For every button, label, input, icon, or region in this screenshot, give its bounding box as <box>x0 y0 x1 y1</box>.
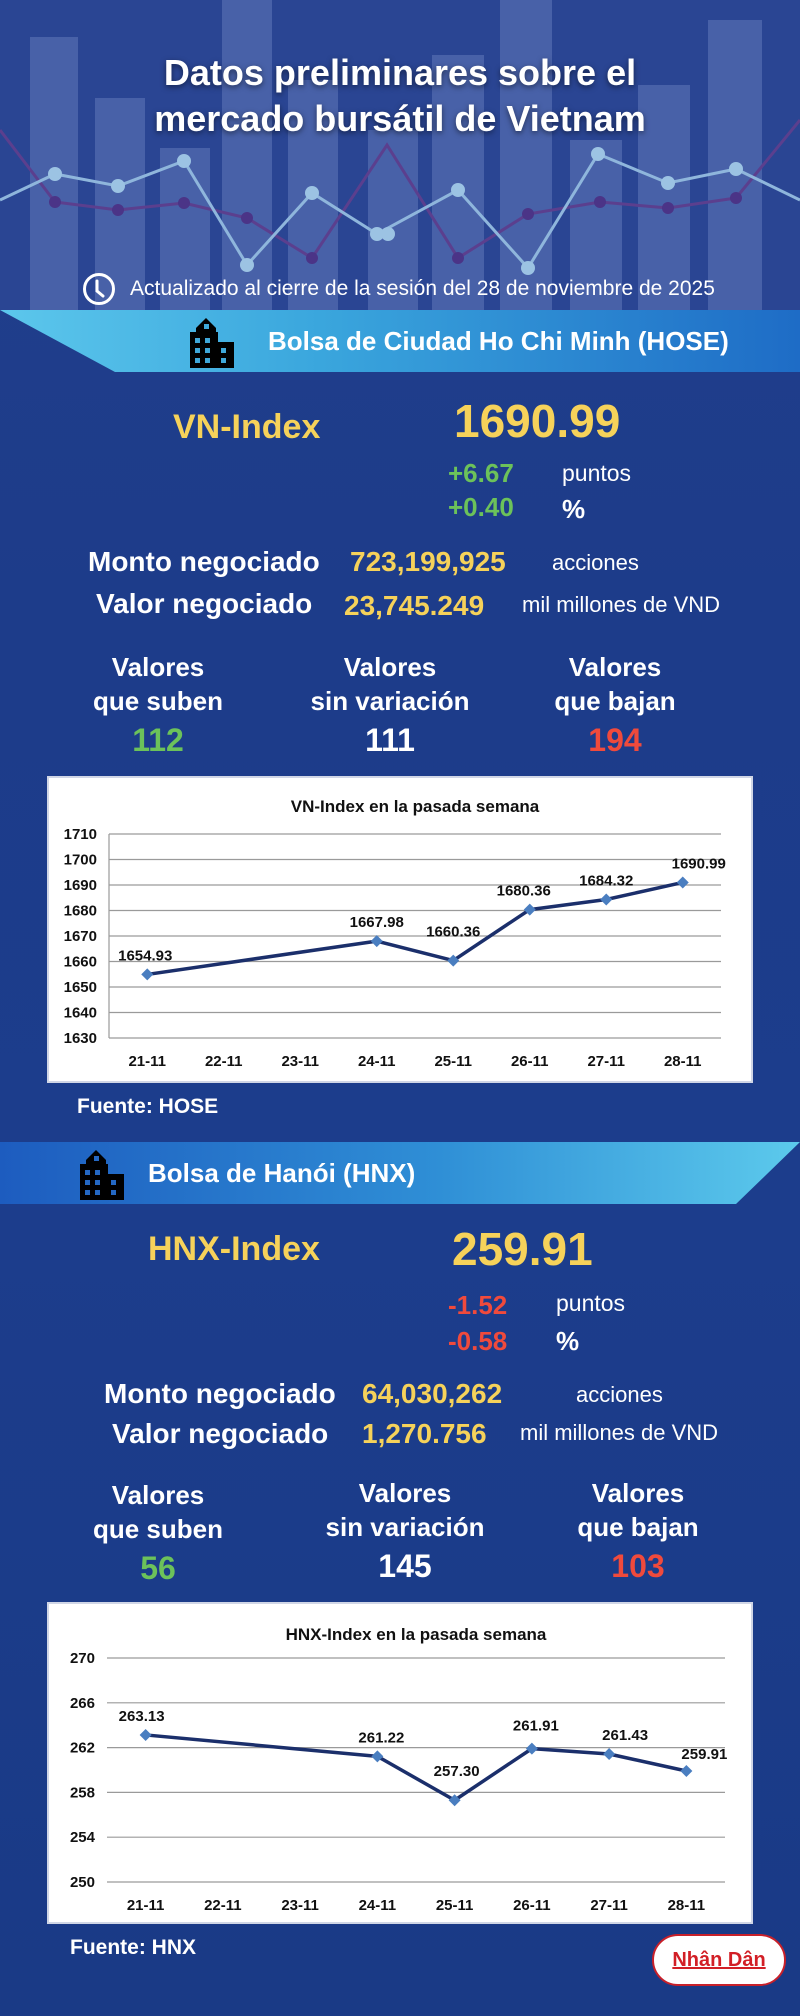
svg-text:259.91: 259.91 <box>681 1746 727 1763</box>
vn-index-value: 1690.99 <box>454 395 621 447</box>
vn-value-unit: mil millones de VND <box>522 592 721 617</box>
hnx-index-value: 259.91 <box>452 1223 593 1275</box>
vn-change-percent-unit: % <box>562 494 586 524</box>
hnx-change-points: -1.52 <box>448 1290 508 1320</box>
hnx-value-unit: mil millones de VND <box>520 1420 719 1445</box>
svg-text:1680: 1680 <box>64 903 97 920</box>
vn-volume-unit: acciones <box>552 550 639 575</box>
svg-text:250: 250 <box>70 1874 95 1891</box>
svg-text:28-11: 28-11 <box>668 1897 706 1914</box>
svg-text:1690.99: 1690.99 <box>672 855 726 872</box>
hnx-value-label: Valor negociado <box>112 1418 329 1449</box>
svg-text:263.13: 263.13 <box>119 1708 165 1725</box>
building-icon <box>80 1150 124 1200</box>
background-line-decoration <box>0 119 800 275</box>
nhan-dan-logo[interactable]: Nhân Dân <box>652 1934 786 1986</box>
svg-text:24-11: 24-11 <box>359 1897 397 1914</box>
vn-volume-label: Monto negociado <box>88 546 320 577</box>
vn-stat-declining: Valores que bajan 194 <box>554 652 676 758</box>
svg-text:1700: 1700 <box>64 852 97 869</box>
svg-text:26-11: 26-11 <box>513 1897 551 1914</box>
svg-text:21-11: 21-11 <box>127 1897 165 1914</box>
vn-index-line-chart: VN-Index en la pasada semana 1710 1700 1690… <box>64 797 726 1070</box>
hnx-index-chart: HNX-Index en la pasada semana 270 266 262 25… <box>47 1602 753 1924</box>
svg-text:1684.32: 1684.32 <box>579 872 633 889</box>
svg-text:1710: 1710 <box>64 826 97 843</box>
svg-text:1630: 1630 <box>64 1030 97 1047</box>
svg-text:266: 266 <box>70 1695 95 1712</box>
svg-text:1690: 1690 <box>64 877 97 894</box>
svg-text:22-11: 22-11 <box>204 1897 242 1914</box>
svg-text:261.43: 261.43 <box>602 1727 648 1744</box>
hnx-index-line-chart: HNX-Index en la pasada semana 270 266 262 25… <box>70 1625 727 1914</box>
svg-text:1680.36: 1680.36 <box>497 883 551 900</box>
svg-text:1640: 1640 <box>64 1005 97 1022</box>
svg-text:28-11: 28-11 <box>664 1053 702 1070</box>
svg-text:270: 270 <box>70 1650 95 1667</box>
hnx-volume-value: 64,030,262 <box>362 1378 503 1409</box>
hose-banner: Bolsa de Ciudad Ho Chi Minh (HOSE) <box>0 310 800 372</box>
vn-change-percent: +0.40 <box>448 492 514 522</box>
hnx-change-points-unit: puntos <box>556 1290 626 1316</box>
hose-banner-title: Bolsa de Ciudad Ho Chi Minh (HOSE) <box>268 325 729 356</box>
vn-value-value: 23,745.249 <box>344 590 485 621</box>
svg-text:27-11: 27-11 <box>587 1053 625 1070</box>
header: Datos preliminares sobre el mercado burs… <box>0 0 800 310</box>
hnx-banner: Bolsa de Hanói (HNX) <box>0 1142 800 1204</box>
svg-text:27-11: 27-11 <box>590 1897 628 1914</box>
hnx-stat-declining: Valores que bajan 103 <box>577 1478 699 1584</box>
hnx-volume-unit: acciones <box>576 1382 663 1407</box>
page-title: Datos preliminares sobre el mercado burs… <box>154 52 646 139</box>
hnx-change-percent-unit: % <box>556 1326 580 1356</box>
hnx-change-percent: -0.58 <box>448 1326 508 1356</box>
vn-value-label: Valor negociado <box>96 588 313 619</box>
hnx-banner-title: Bolsa de Hanói (HNX) <box>148 1157 416 1188</box>
vn-index-chart: VN-Index en la pasada semana 1710 1700 1690… <box>47 776 753 1083</box>
svg-text:261.22: 261.22 <box>358 1729 404 1746</box>
hnx-stat-unchanged: Valores sin variación 145 <box>325 1478 485 1584</box>
svg-text:1667.98: 1667.98 <box>350 914 404 931</box>
svg-text:HNX-Index en la pasada semana: HNX-Index en la pasada semana <box>286 1625 547 1644</box>
svg-text:1650: 1650 <box>64 979 97 996</box>
hnx-value-value: 1,270.756 <box>362 1418 487 1449</box>
hnx-volume-label: Monto negociado <box>104 1378 336 1409</box>
svg-text:26-11: 26-11 <box>511 1053 549 1070</box>
svg-text:23-11: 23-11 <box>281 1897 319 1914</box>
hnx-source: Fuente: HNX <box>70 1936 196 1959</box>
svg-text:262: 262 <box>70 1740 95 1757</box>
svg-text:257.30: 257.30 <box>434 1763 480 1780</box>
svg-text:1654.93: 1654.93 <box>118 947 172 964</box>
vn-stat-advancing: Valores que suben 112 <box>92 652 223 758</box>
hose-source: Fuente: HOSE <box>77 1095 219 1118</box>
vn-stat-unchanged: Valores sin variación 111 <box>310 652 470 758</box>
updated-note: Actualizado al cierre de la sesión del 2… <box>82 272 715 306</box>
svg-text:24-11: 24-11 <box>358 1053 396 1070</box>
vn-index-label: VN-Index <box>173 408 321 446</box>
svg-text:25-11: 25-11 <box>436 1897 474 1914</box>
vn-change-points-unit: puntos <box>562 460 632 486</box>
svg-text:1660: 1660 <box>64 954 97 971</box>
clock-icon <box>83 273 115 305</box>
svg-text:254: 254 <box>70 1829 96 1846</box>
svg-text:25-11: 25-11 <box>434 1053 472 1070</box>
svg-text:1670: 1670 <box>64 928 97 945</box>
svg-text:VN-Index en la pasada semana: VN-Index en la pasada semana <box>291 797 540 816</box>
svg-text:21-11: 21-11 <box>128 1053 166 1070</box>
vn-change-points: +6.67 <box>448 458 514 488</box>
svg-text:23-11: 23-11 <box>281 1053 319 1070</box>
svg-text:258: 258 <box>70 1784 95 1801</box>
svg-text:1660.36: 1660.36 <box>426 924 480 941</box>
vn-volume-value: 723,199,925 <box>350 546 506 577</box>
hnx-index-label: HNX-Index <box>148 1230 320 1268</box>
svg-text:22-11: 22-11 <box>205 1053 243 1070</box>
building-icon <box>190 318 234 368</box>
hnx-stat-advancing: Valores que suben 56 <box>92 1480 223 1586</box>
svg-text:261.91: 261.91 <box>513 1718 559 1735</box>
